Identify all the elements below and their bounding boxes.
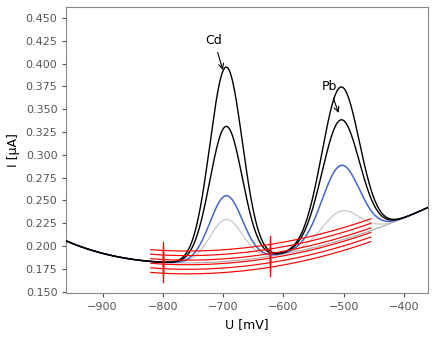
Text: Pb: Pb	[321, 80, 338, 112]
Y-axis label: I [µA]: I [µA]	[7, 133, 20, 167]
X-axis label: U [mV]: U [mV]	[225, 318, 268, 331]
Text: Cd: Cd	[205, 34, 223, 69]
